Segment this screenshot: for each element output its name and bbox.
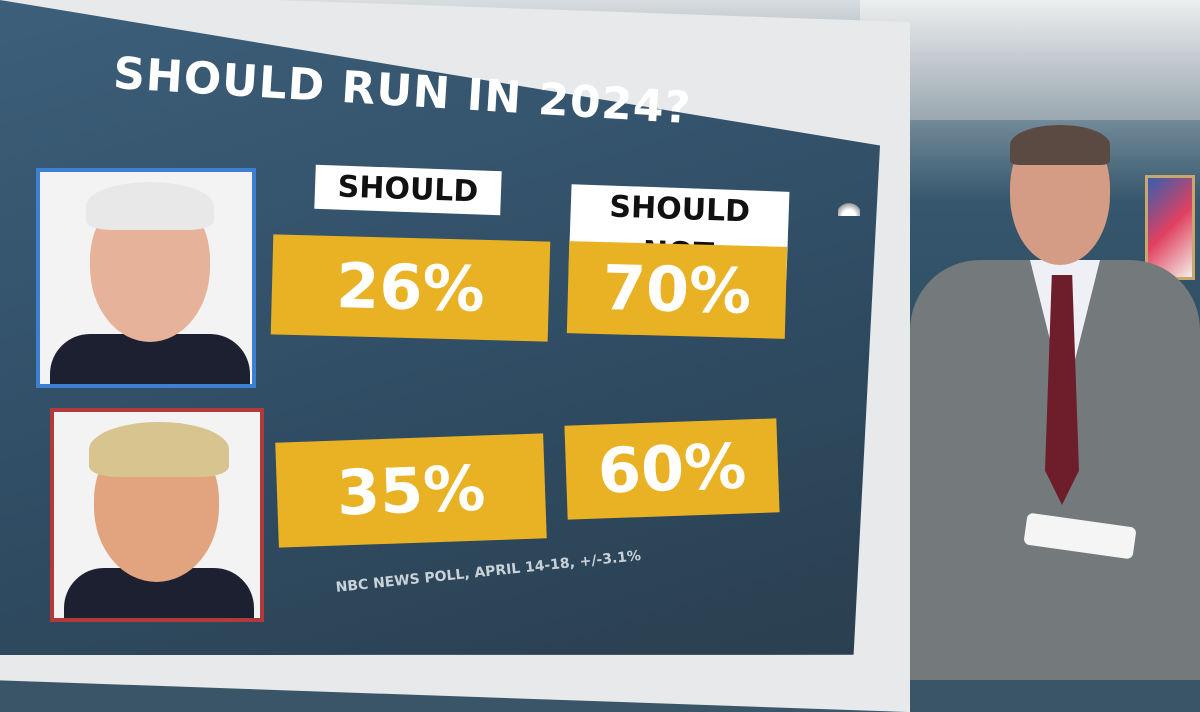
column-header-should: SHOULD — [314, 164, 502, 216]
trump-should-value: 35% — [275, 433, 547, 548]
studio-ceiling-lights — [860, 0, 1200, 120]
biden-should-value: 26% — [270, 234, 551, 342]
trump-portrait — [50, 408, 264, 622]
trump-should-not-value: 60% — [564, 418, 780, 520]
tie — [1045, 275, 1079, 505]
biden-should-not-value: 70% — [566, 241, 788, 339]
presenter — [905, 125, 1200, 680]
biden-portrait — [36, 168, 256, 388]
wall-artwork — [1145, 175, 1195, 280]
nbc-peacock-logo — [838, 198, 860, 216]
